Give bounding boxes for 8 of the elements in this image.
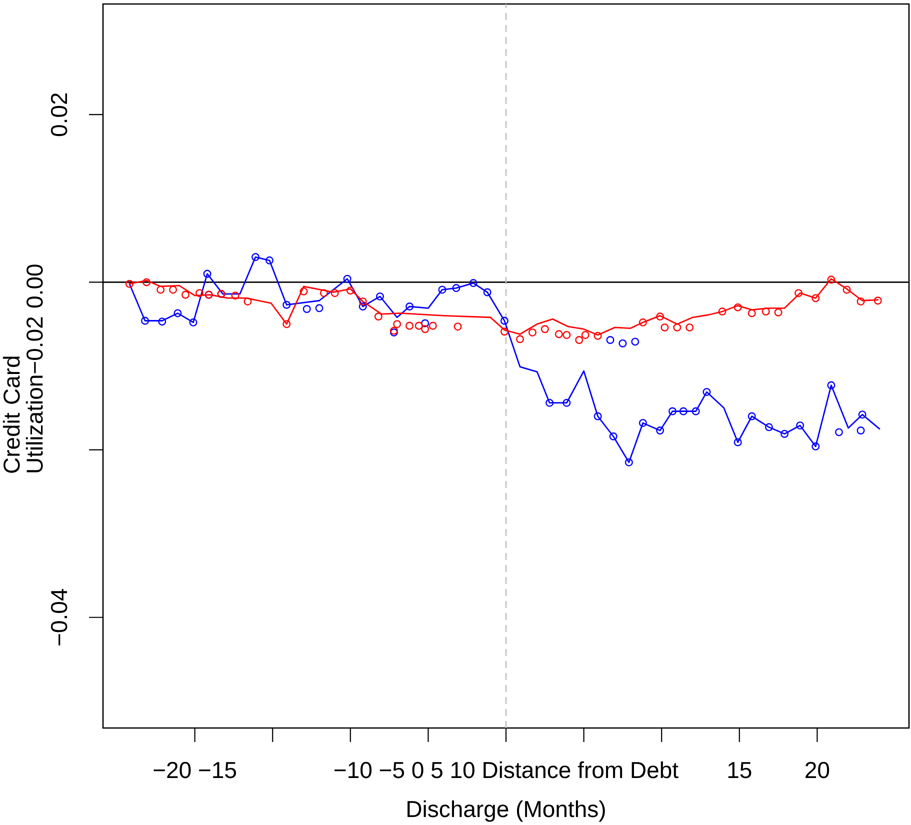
x-tick-label: −20 −15 xyxy=(154,762,236,778)
x-tick-label: 15 xyxy=(728,762,752,778)
x-axis-title: Discharge (Months) xyxy=(408,800,605,822)
x-tick-label: −10 −5 0 5 10 Distance from Debt xyxy=(334,761,678,778)
y-tick-label: −0.04 xyxy=(50,588,68,646)
x-tick-label: 20 xyxy=(806,762,830,778)
y-tick-label: 0.02 xyxy=(50,93,68,136)
y-axis-title: Credit Card Utilization−0.02 0.00 xyxy=(2,264,43,473)
